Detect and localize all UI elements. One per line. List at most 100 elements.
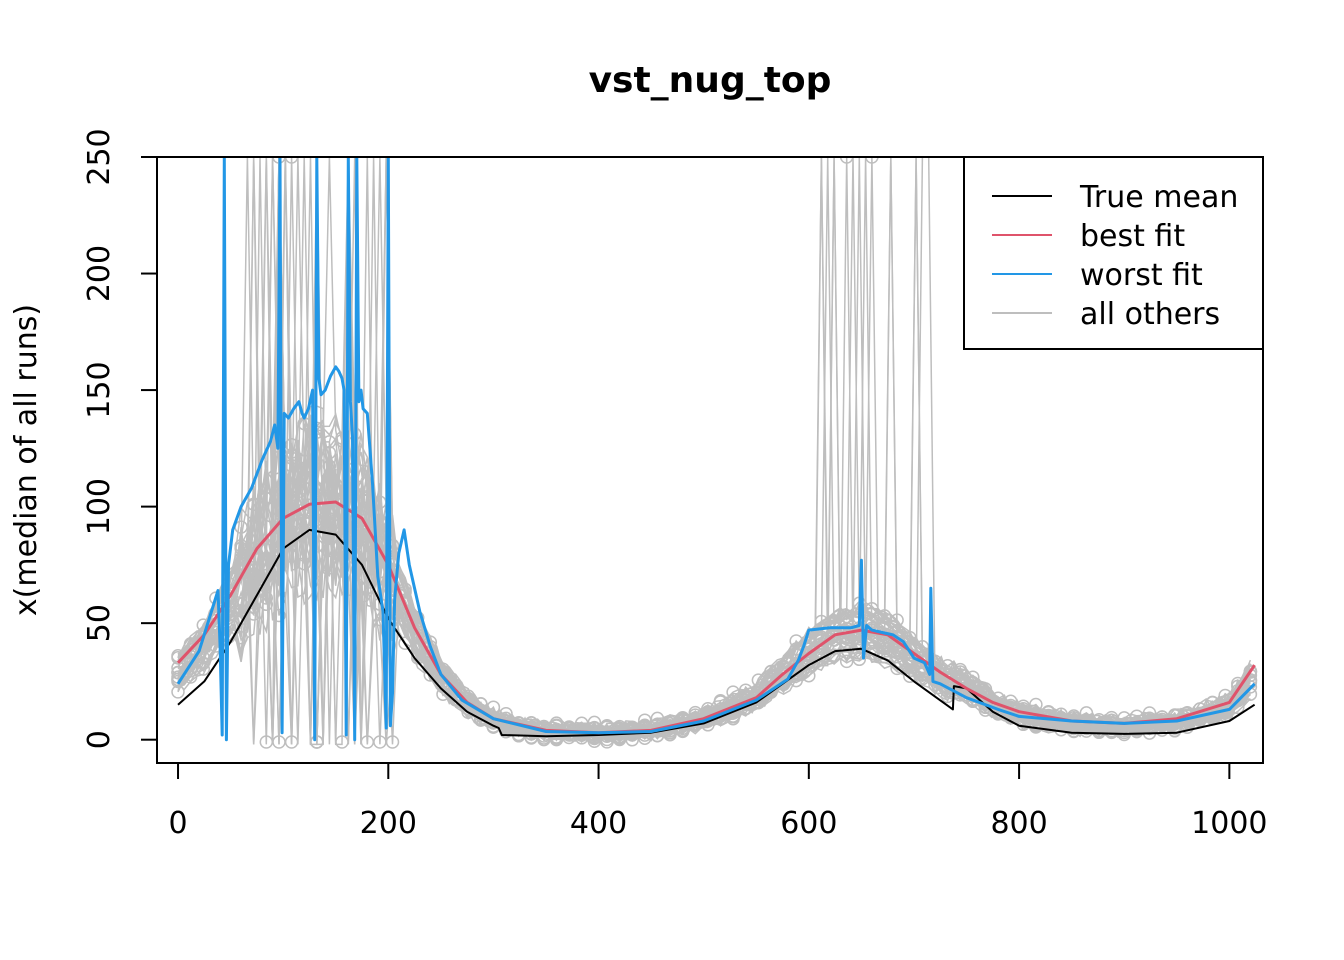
other-run-point [877, 616, 892, 631]
y-tick-label: 200 [82, 245, 117, 302]
other-run-point [284, 492, 299, 507]
other-run-point [1092, 724, 1106, 738]
other-run-point [259, 491, 274, 506]
other-run-point [246, 607, 261, 621]
other-run-point [940, 659, 955, 673]
other-run-point [234, 539, 248, 553]
other-run-point [436, 687, 450, 701]
other-run-point [839, 157, 854, 164]
other-run-point [1067, 710, 1081, 725]
other-run-point [284, 549, 299, 563]
y-tick-label: 50 [82, 604, 117, 642]
other-run-point [272, 608, 286, 623]
other-run-point [877, 609, 892, 623]
other-run-point [1092, 718, 1106, 732]
other-run-point [1167, 724, 1182, 738]
best-fit-line [176, 500, 1256, 735]
x-tick-label: 400 [570, 806, 627, 841]
other-run-point [802, 646, 816, 661]
other-run-point [423, 668, 438, 682]
other-run-point [764, 664, 778, 679]
other-run-point [322, 507, 337, 521]
legend-label: worst fit [1080, 258, 1203, 293]
other-run-point [196, 662, 211, 676]
other-run-point [852, 652, 867, 667]
other-run-point [991, 706, 1005, 720]
y-tick-label: 0 [82, 730, 117, 749]
other-run-point [360, 735, 375, 749]
other-run-point [814, 653, 829, 667]
other-run-point [448, 684, 463, 699]
other-run-point [638, 728, 652, 742]
other-run-point [903, 669, 917, 683]
x-tick-label: 800 [990, 806, 1047, 841]
other-run-point [612, 722, 627, 737]
other-run-point [839, 617, 854, 632]
other-run-point [1142, 706, 1157, 720]
other-run-point [310, 735, 324, 749]
other-run-point [284, 735, 299, 749]
other-run-point [802, 668, 816, 683]
other-run-point [398, 596, 412, 611]
other-run-point [284, 438, 299, 452]
y-tick-label: 250 [82, 128, 117, 185]
other-run-point [1029, 697, 1043, 712]
other-run-point [726, 685, 740, 699]
y-tick-label: 100 [82, 478, 117, 535]
other-run-point [1243, 664, 1258, 679]
x-tick-label: 600 [780, 806, 837, 841]
other-run-point [410, 651, 425, 665]
legend-label: best fit [1080, 219, 1185, 254]
legend-label: all others [1080, 297, 1220, 332]
other-run-point [713, 695, 728, 709]
other-run-point [322, 445, 337, 460]
other-run-point [246, 567, 261, 582]
other-run-point [865, 614, 879, 629]
other-run-point [839, 654, 854, 669]
other-run-point [297, 461, 311, 475]
other-run-point [322, 469, 337, 483]
other-run-point [398, 636, 412, 650]
other-run-point [966, 675, 980, 690]
other-run-point [183, 655, 198, 670]
other-run-point [1079, 706, 1094, 720]
other-run-point [499, 706, 513, 721]
other-run-point [171, 685, 185, 699]
other-run-point [234, 597, 248, 611]
other-run-point [297, 556, 311, 571]
other-run-point [284, 451, 299, 465]
other-run-point [1130, 719, 1144, 734]
y-axis-label: x(median of all runs) [9, 304, 44, 616]
other-run-point [284, 157, 299, 164]
legend: True mean best fit worst fit all others [963, 156, 1264, 350]
other-run-point [322, 459, 337, 473]
other-run-point [953, 662, 967, 677]
series-lines [176, 157, 1256, 742]
other-run-point [246, 518, 261, 532]
other-run-point [890, 613, 904, 627]
other-run-point [284, 517, 299, 531]
other-run-point [865, 646, 879, 661]
other-run-point [966, 670, 980, 684]
other-run-point [865, 157, 879, 164]
y-tick-label: 150 [82, 361, 117, 418]
true-mean-line [177, 528, 1256, 738]
other-run-point [436, 669, 450, 683]
other-run-point [259, 591, 274, 605]
other-run-point [259, 597, 274, 612]
other-run-point [1104, 713, 1119, 727]
other-run-point [284, 458, 299, 473]
other-run-point [171, 674, 185, 689]
other-run-point [814, 636, 829, 651]
other-run-point [183, 670, 198, 684]
x-axis: 0 200 400 600 800 1000 [168, 762, 1268, 841]
x-tick-label: 1000 [1191, 806, 1267, 841]
other-run-point [335, 735, 349, 749]
chart-title: vst_nug_top [589, 60, 832, 101]
other-run-point [890, 661, 904, 676]
y-axis: 0 50 100 150 200 250 [82, 128, 158, 749]
other-run-point [562, 721, 576, 735]
legend-label: True mean [1079, 180, 1238, 215]
other-run-point [903, 653, 917, 668]
